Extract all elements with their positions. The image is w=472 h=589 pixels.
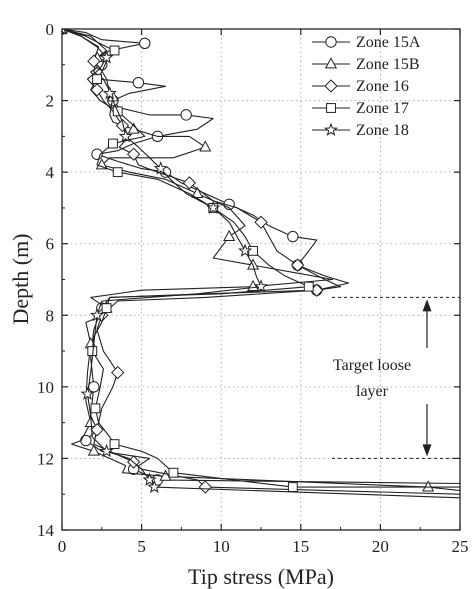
series-zone-17 (62, 29, 460, 492)
marker-zone-16 (182, 176, 197, 190)
marker-zone-16 (90, 423, 104, 437)
annotation-text-line-2: layer (356, 383, 389, 400)
marker-zone-15a (180, 109, 192, 121)
marker-zone-17 (90, 403, 101, 414)
marker-zone-16 (290, 258, 305, 272)
y-axis-title: Depth (m) (8, 233, 33, 324)
marker-zone-16 (87, 54, 101, 68)
marker-zone-15a (80, 434, 92, 447)
marker-zone-15a (287, 230, 299, 243)
x-tick-label-5: 5 (137, 537, 146, 556)
series-zone-15b (62, 29, 460, 492)
marker-zone-16 (198, 480, 212, 494)
legend-item-zone-15a: Zone 15A (312, 34, 421, 51)
marker-zone-16 (126, 147, 141, 161)
marker-zone-16 (254, 215, 268, 229)
series-line-zone-16 (62, 29, 460, 495)
marker-zone-18 (99, 443, 114, 458)
marker-zone-15b (191, 186, 204, 199)
marker-zone-17 (109, 439, 120, 450)
y-tick-label-6: 6 (46, 235, 55, 254)
marker-zone-15b (87, 444, 100, 456)
marker-zone-17 (101, 303, 112, 314)
marker-zone-17 (287, 482, 298, 492)
marker-zone-17 (92, 74, 102, 85)
marker-zone-15b (95, 158, 108, 170)
x-tick-label-15: 15 (292, 537, 309, 556)
legend-label-zone-18: Zone 18 (356, 122, 409, 139)
marker-zone-18 (118, 128, 133, 143)
y-tick-label-8: 8 (46, 306, 55, 325)
annotation-layer: Target loose layer (332, 296, 460, 459)
y-tick-label-0: 0 (46, 20, 55, 39)
marker-zone-17 (112, 167, 123, 178)
marker-zone-18 (147, 479, 162, 494)
series-line-zone-15b (62, 29, 460, 492)
marker-zone-15a (88, 381, 100, 393)
annotation-text-line-1: Target loose (333, 357, 411, 374)
legend-label-zone-15b: Zone 15B (356, 56, 420, 73)
marker-zone-18 (142, 472, 157, 486)
legend: Zone 15A Zone 15B Zone 16 Zone 17 Zone 18 (312, 34, 421, 139)
series-layer (62, 29, 460, 499)
marker-zone-17 (248, 245, 258, 256)
marker-zone-17 (109, 45, 120, 56)
annotation-up-arrow-head (422, 299, 432, 312)
grid-lines (62, 29, 460, 530)
marker-zone-18 (89, 307, 105, 322)
x-axis-title: Tip stress (MPa) (188, 564, 334, 589)
marker-zone-18 (253, 279, 269, 293)
y-tick-label-14: 14 (37, 521, 55, 540)
legend-label-zone-15a: Zone 15A (356, 34, 421, 51)
marker-zone-18 (80, 386, 95, 401)
marker-zone-15a (139, 37, 151, 50)
marker-zone-16 (115, 118, 130, 133)
legend-marker-zone-15a (325, 36, 337, 48)
legend-marker-zone-15b (324, 57, 338, 69)
legend-item-zone-16: Zone 16 (312, 78, 409, 95)
tick-marks: 0 5 10 15 20 25 0 2 4 6 8 10 12 14 (37, 20, 469, 556)
marker-zone-15a (132, 76, 145, 89)
x-tick-label-10: 10 (213, 537, 230, 556)
marker-zone-18 (238, 243, 253, 257)
series-line-zone-17 (62, 29, 460, 488)
x-tick-label-0: 0 (58, 537, 67, 556)
marker-zone-18 (102, 85, 117, 100)
marker-zone-18 (99, 50, 114, 64)
legend-item-zone-18: Zone 18 (312, 122, 409, 139)
x-tick-label-20: 20 (372, 537, 389, 556)
marker-zone-18 (153, 161, 168, 175)
legend-marker-zone-17 (326, 103, 336, 113)
y-tick-label-2: 2 (46, 92, 55, 111)
legend-marker-zone-18 (323, 122, 339, 137)
y-tick-label-4: 4 (46, 163, 55, 182)
y-tick-label-10: 10 (37, 378, 54, 397)
x-tick-label-25: 25 (452, 537, 469, 556)
marker-zone-15b (422, 480, 435, 492)
legend-item-zone-17: Zone 17 (312, 100, 409, 117)
marker-zone-15b (159, 469, 172, 481)
annotation-down-arrow-head (422, 444, 432, 457)
legend-marker-zone-16 (324, 79, 338, 93)
marker-zone-15b (223, 229, 236, 241)
y-tick-label-12: 12 (37, 449, 54, 468)
series-zone-18 (62, 29, 460, 499)
legend-label-zone-17: Zone 17 (356, 100, 409, 117)
marker-zone-17 (303, 281, 314, 292)
marker-zone-18 (62, 29, 67, 36)
marker-zone-15b (199, 140, 212, 152)
marker-zone-17 (168, 467, 179, 478)
legend-label-zone-16: Zone 16 (356, 78, 409, 95)
legend-item-zone-15b: Zone 15B (312, 56, 420, 73)
marker-zone-16 (90, 83, 104, 97)
marker-zone-16 (111, 365, 125, 380)
series-line-zone-15a (62, 29, 460, 485)
marker-zone-17 (108, 138, 118, 149)
marker-zone-18 (206, 200, 221, 214)
